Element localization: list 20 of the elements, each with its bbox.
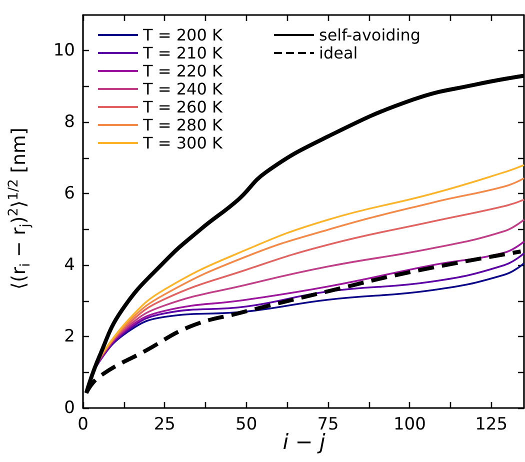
legend-label: T = 260 K bbox=[142, 98, 223, 116]
legend-label: T = 210 K bbox=[142, 44, 223, 62]
y-tick-label: 4 bbox=[64, 255, 75, 276]
legend-label: T = 300 K bbox=[142, 134, 223, 152]
y-tick-label: 10 bbox=[53, 40, 75, 61]
legend-label: ideal bbox=[319, 44, 358, 62]
x-tick-label: 50 bbox=[236, 414, 258, 434]
y-tick-label: 6 bbox=[64, 184, 75, 204]
legend-label: T = 200 K bbox=[142, 26, 223, 44]
legend-label: T = 280 K bbox=[142, 116, 223, 134]
legend-label: T = 220 K bbox=[142, 62, 223, 80]
legend-label: T = 240 K bbox=[142, 80, 223, 98]
x-tick-label: 0 bbox=[78, 414, 88, 434]
y-tick-label: 0 bbox=[64, 398, 75, 418]
y-tick-label: 2 bbox=[64, 326, 75, 347]
x-tick-label: 25 bbox=[154, 414, 176, 434]
legend-label: self-avoiding bbox=[319, 26, 421, 44]
x-tick-label: 100 bbox=[393, 414, 426, 434]
y-tick-label: 8 bbox=[64, 112, 75, 132]
x-tick-label: 125 bbox=[475, 414, 508, 434]
